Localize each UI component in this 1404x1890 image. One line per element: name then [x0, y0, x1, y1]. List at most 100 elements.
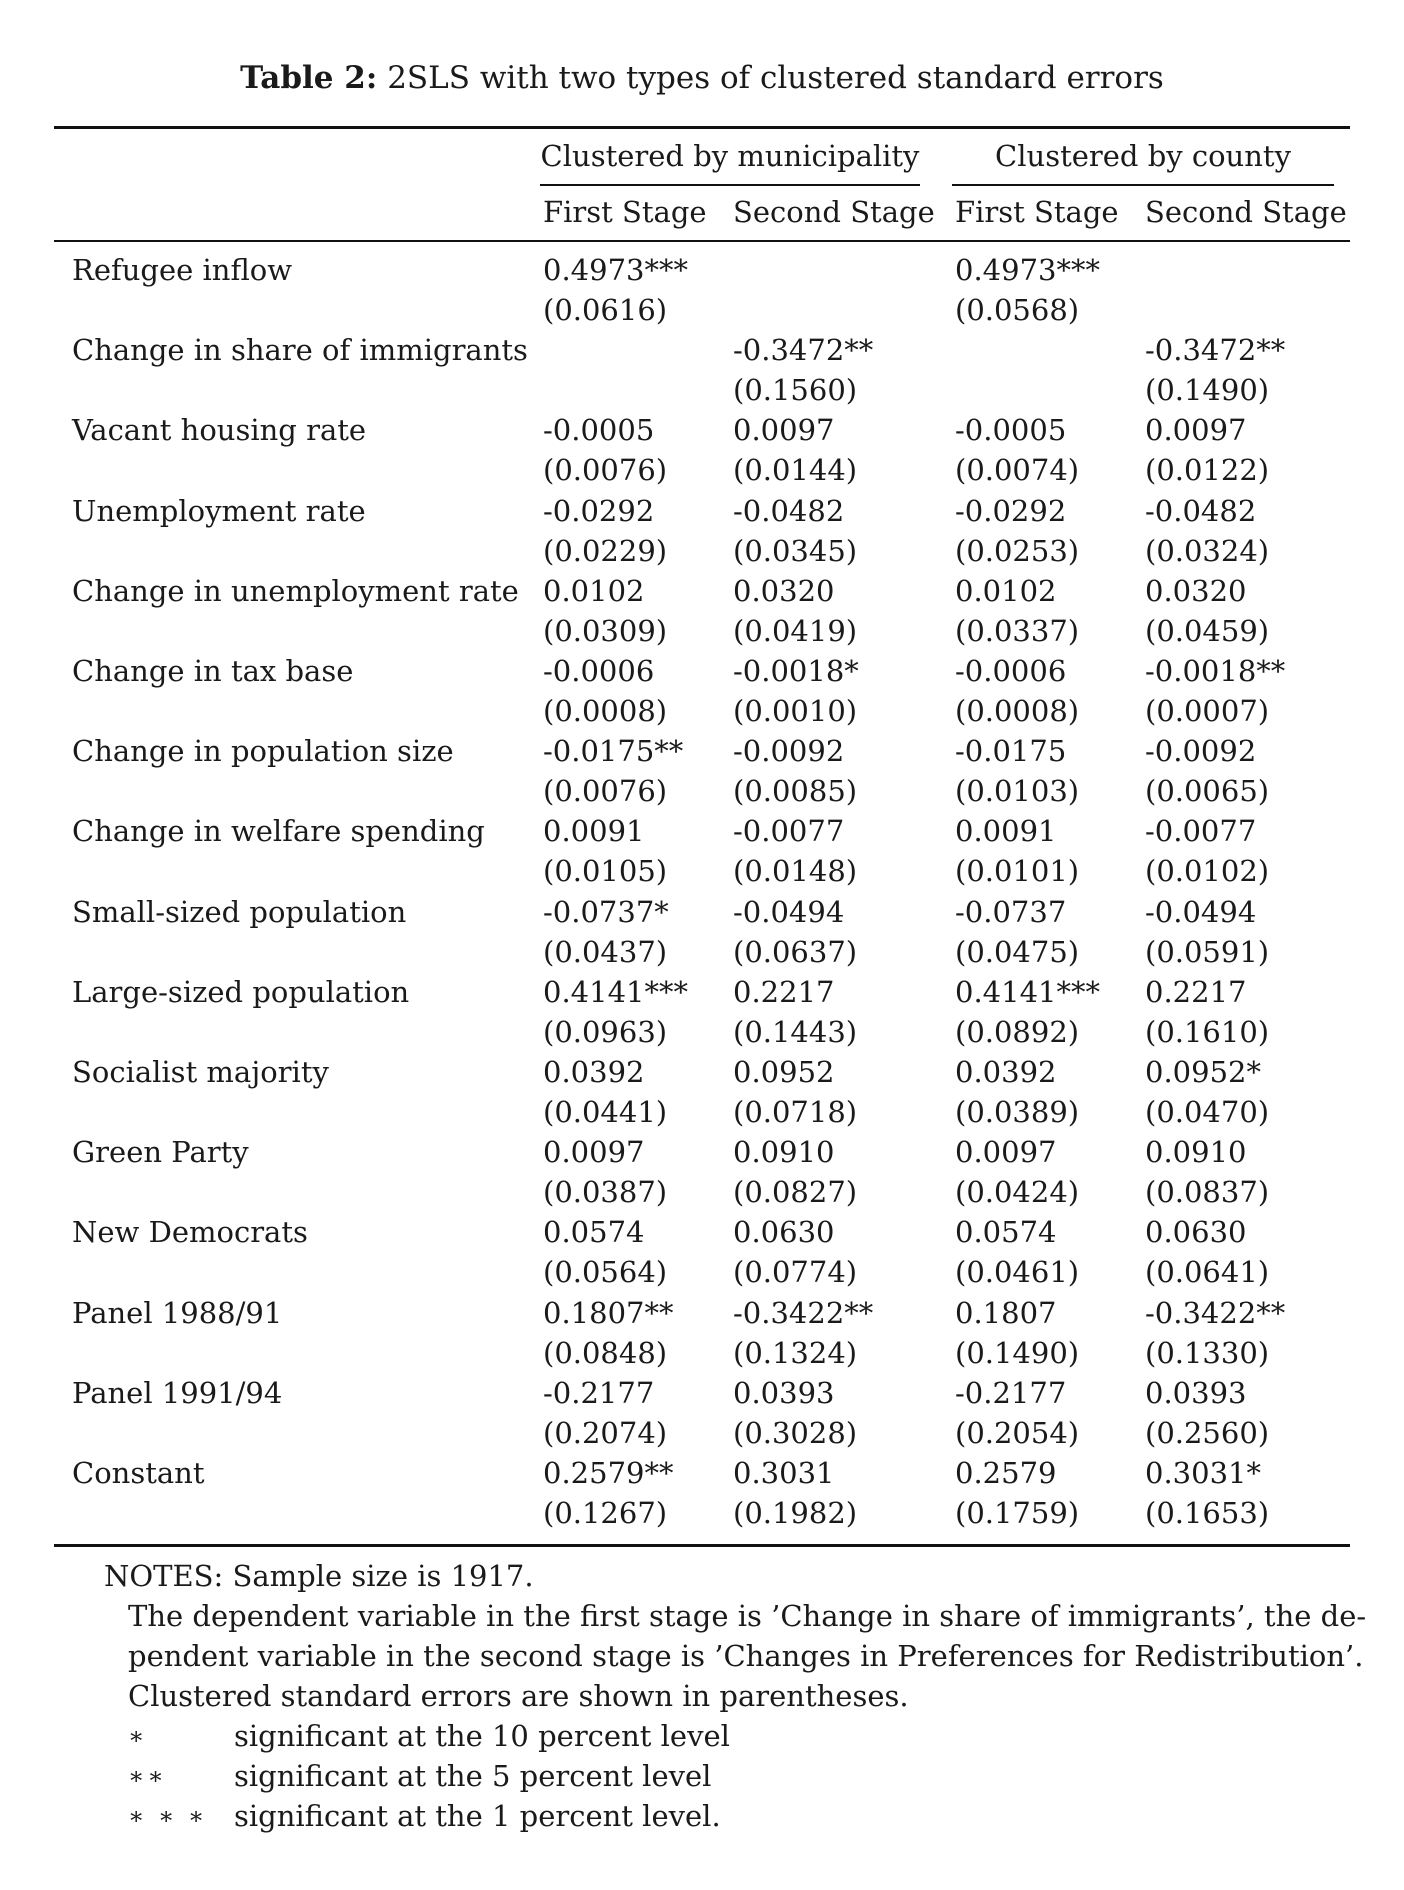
coefficient-cell: 0.0320 — [1145, 574, 1247, 608]
standard-error-cell: (0.0387) — [543, 1175, 668, 1209]
standard-error-cell: (0.0591) — [1145, 935, 1270, 969]
coefficient-cell: 0.0910 — [1145, 1135, 1247, 1169]
row-label: Panel 1991/94 — [72, 1376, 283, 1410]
coefficient-cell: 0.4973*** — [543, 253, 688, 287]
standard-error-cell: (0.0101) — [955, 854, 1080, 888]
coefficient-cell: 0.3031* — [1145, 1456, 1261, 1490]
coefficient-cell: -0.0292 — [955, 494, 1067, 528]
standard-error-cell: (0.0337) — [955, 614, 1080, 648]
standard-error-cell: (0.0616) — [543, 293, 668, 327]
standard-error-cell: (0.0568) — [955, 293, 1080, 327]
coefficient-cell: -0.0292 — [543, 494, 655, 528]
standard-error-cell: (0.3028) — [733, 1416, 858, 1450]
coefficient-cell: 0.2217 — [733, 975, 835, 1009]
coefficient-cell: 0.0393 — [1145, 1376, 1247, 1410]
coefficient-cell: 0.1807** — [543, 1296, 674, 1330]
standard-error-cell: (0.1267) — [543, 1496, 668, 1530]
coefficient-cell: 0.0102 — [543, 574, 645, 608]
standard-error-cell: (0.0437) — [543, 935, 668, 969]
sig-symbol-1: ∗ ∗ ∗ — [128, 1802, 208, 1830]
standard-error-cell: (0.2054) — [955, 1416, 1080, 1450]
row-label: Unemployment rate — [72, 494, 366, 528]
group-rule-municipality — [540, 184, 920, 186]
standard-error-cell: (0.1490) — [1145, 373, 1270, 407]
standard-error-cell: (0.2560) — [1145, 1416, 1270, 1450]
notes-standard-errors: Clustered standard errors are shown in p… — [128, 1679, 909, 1713]
column-header: Second Stage — [733, 195, 935, 229]
coefficient-cell: 0.0393 — [733, 1376, 835, 1410]
standard-error-cell: (0.0441) — [543, 1095, 668, 1129]
row-label: Socialist majority — [72, 1055, 329, 1089]
coefficient-cell: -0.0077 — [1145, 814, 1257, 848]
coefficient-cell: 0.0630 — [1145, 1215, 1247, 1249]
row-label: Change in welfare spending — [72, 814, 485, 848]
standard-error-cell: (0.0008) — [955, 694, 1080, 728]
standard-error-cell: (0.0963) — [543, 1015, 668, 1049]
coefficient-cell: 0.4973*** — [955, 253, 1100, 287]
standard-error-cell: (0.0103) — [955, 774, 1080, 808]
row-label: Change in population size — [72, 734, 454, 768]
standard-error-cell: (0.2074) — [543, 1416, 668, 1450]
standard-error-cell: (0.1443) — [733, 1015, 858, 1049]
coefficient-cell: 0.0910 — [733, 1135, 835, 1169]
row-label: Change in share of immigrants — [72, 333, 528, 367]
coefficient-cell: -0.0006 — [543, 654, 655, 688]
coefficient-cell: 0.2579** — [543, 1456, 674, 1490]
row-label: Change in tax base — [72, 654, 354, 688]
standard-error-cell: (0.0074) — [955, 453, 1080, 487]
coefficient-cell: -0.0175 — [955, 734, 1067, 768]
coefficient-cell: 0.0320 — [733, 574, 835, 608]
row-label: Vacant housing rate — [72, 413, 367, 447]
notes-dependent-variable-1: The dependent variable in the first stag… — [128, 1599, 1367, 1633]
standard-error-cell: (0.0324) — [1145, 534, 1270, 568]
standard-error-cell: (0.0148) — [733, 854, 858, 888]
standard-error-cell: (0.0837) — [1145, 1175, 1270, 1209]
standard-error-cell: (0.1982) — [733, 1496, 858, 1530]
coefficient-cell: 0.2579 — [955, 1456, 1057, 1490]
standard-error-cell: (0.0229) — [543, 534, 668, 568]
coefficient-cell: -0.3422** — [733, 1296, 874, 1330]
standard-error-cell: (0.0122) — [1145, 453, 1270, 487]
standard-error-cell: (0.0718) — [733, 1095, 858, 1129]
standard-error-cell: (0.0085) — [733, 774, 858, 808]
coefficient-cell: -0.2177 — [955, 1376, 1067, 1410]
coefficient-cell: -0.0092 — [733, 734, 845, 768]
standard-error-cell: (0.0010) — [733, 694, 858, 728]
coefficient-cell: 0.2217 — [1145, 975, 1247, 1009]
standard-error-cell: (0.0637) — [733, 935, 858, 969]
group-header-county: Clustered by county — [995, 139, 1291, 173]
standard-error-cell: (0.0470) — [1145, 1095, 1270, 1129]
coefficient-cell: -0.0482 — [733, 494, 845, 528]
coefficient-cell: 0.0392 — [543, 1055, 645, 1089]
coefficient-cell: 0.0392 — [955, 1055, 1057, 1089]
standard-error-cell: (0.0007) — [1145, 694, 1270, 728]
standard-error-cell: (0.0461) — [955, 1255, 1080, 1289]
row-label: Small-sized population — [72, 895, 407, 929]
top-rule — [54, 126, 1350, 129]
standard-error-cell: (0.0309) — [543, 614, 668, 648]
standard-error-cell: (0.0424) — [955, 1175, 1080, 1209]
standard-error-cell: (0.0419) — [733, 614, 858, 648]
standard-error-cell: (0.0144) — [733, 453, 858, 487]
standard-error-cell: (0.1490) — [955, 1336, 1080, 1370]
standard-error-cell: (0.0076) — [543, 453, 668, 487]
coefficient-cell: -0.0494 — [733, 895, 845, 929]
coefficient-cell: 0.1807 — [955, 1296, 1057, 1330]
coefficient-cell: -0.0482 — [1145, 494, 1257, 528]
row-label: Change in unemployment rate — [72, 574, 519, 608]
coefficient-cell: 0.0091 — [955, 814, 1057, 848]
standard-error-cell: (0.0345) — [733, 534, 858, 568]
coefficient-cell: 0.0097 — [733, 413, 835, 447]
standard-error-cell: (0.0459) — [1145, 614, 1270, 648]
standard-error-cell: (0.0827) — [733, 1175, 858, 1209]
coefficient-cell: -0.3422** — [1145, 1296, 1286, 1330]
coefficient-cell: -0.0737 — [955, 895, 1067, 929]
coefficient-cell: 0.0574 — [543, 1215, 645, 1249]
sig-symbol-5: ∗∗ — [128, 1762, 167, 1790]
coefficient-cell: 0.0102 — [955, 574, 1057, 608]
standard-error-cell: (0.1610) — [1145, 1015, 1270, 1049]
column-header: First Stage — [955, 195, 1119, 229]
standard-error-cell: (0.0076) — [543, 774, 668, 808]
column-header: Second Stage — [1145, 195, 1347, 229]
coefficient-cell: 0.0574 — [955, 1215, 1057, 1249]
